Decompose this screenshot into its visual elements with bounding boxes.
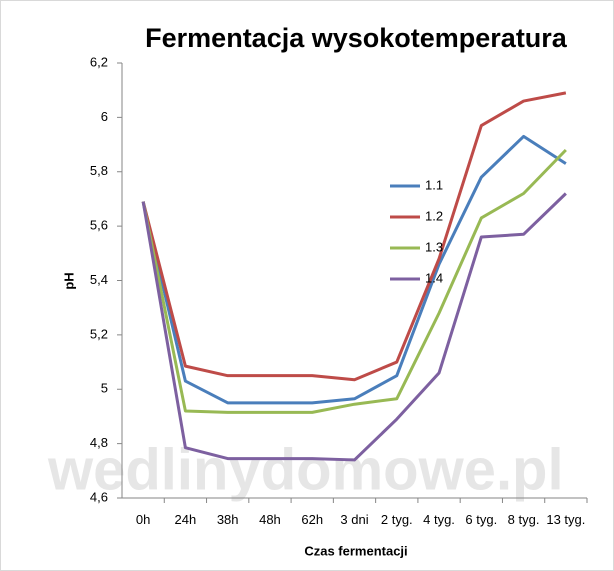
y-tick-label: 5,8 <box>90 163 108 178</box>
y-tick-label: 4,6 <box>90 489 108 504</box>
x-tick-label-box: 6 tyg. <box>465 512 498 527</box>
series-line <box>141 134 567 405</box>
y-tick-label: 5,6 <box>90 218 108 233</box>
x-tick-label-box: 3 dni <box>340 512 369 527</box>
x-tick-label: 48h <box>259 512 281 527</box>
x-tick-label: 6 tyg. <box>465 512 498 527</box>
y-tick-label: 6,2 <box>90 54 108 69</box>
chart-title: Fermentacja wysokotemperatura <box>145 23 568 53</box>
y-tick-label: 4,8 <box>90 435 108 450</box>
x-tick-label: 4 tyg. <box>423 512 455 527</box>
y-tick-label: 5 <box>101 381 108 396</box>
x-tick-label: 24h <box>174 512 197 527</box>
x-tick-label: 2 tyg. <box>380 512 413 527</box>
x-tick-label-box: 48h <box>259 512 281 527</box>
x-tick-label-box: 62h <box>301 512 324 527</box>
legend-label: 1.2 <box>425 208 443 223</box>
x-tick-label-box: 4 tyg. <box>423 512 455 527</box>
x-axis-title: Czas fermentacji <box>304 543 407 558</box>
x-tick-label: 8 tyg. <box>507 512 540 527</box>
x-tick-label-box: 2 tyg. <box>380 512 413 527</box>
series-line <box>141 91 567 382</box>
legend-label: 1.3 <box>425 239 443 254</box>
x-tick-label: 62h <box>301 512 324 527</box>
legend-label: 1.1 <box>425 177 443 192</box>
x-tick-label-box: 24h <box>174 512 197 527</box>
series-line <box>141 192 567 462</box>
x-tick-label: 38h <box>216 512 239 527</box>
x-tick-label-box: 8 tyg. <box>507 512 540 527</box>
x-tick-label-box: 38h <box>216 512 239 527</box>
y-tick-label: 6 <box>101 109 108 124</box>
x-tick-label: 0h <box>135 512 151 527</box>
y-tick-label: 5,2 <box>90 326 108 341</box>
legend-label: 1.4 <box>425 270 443 285</box>
x-tick-label-box: 0h <box>135 512 151 527</box>
watermark: wedlinydomowe.pl <box>47 437 564 502</box>
x-tick-label: 3 dni <box>340 512 369 527</box>
x-tick-label-box: 13 tyg. <box>546 512 586 527</box>
x-tick-label: 13 tyg. <box>546 512 586 527</box>
series-line <box>141 148 567 414</box>
y-axis-title: pH <box>61 272 76 289</box>
y-tick-label: 5,4 <box>90 272 108 287</box>
